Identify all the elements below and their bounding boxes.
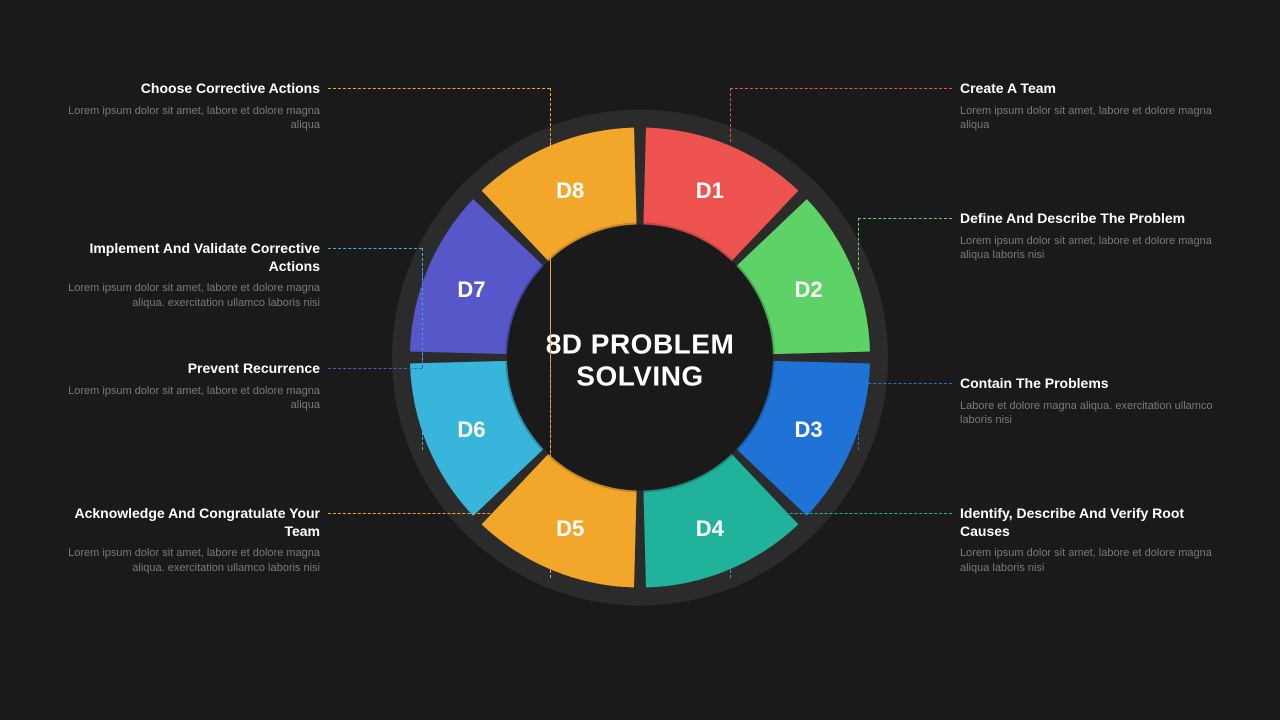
leader-line	[550, 142, 551, 513]
callout-title: Identify, Describe And Verify Root Cause…	[960, 505, 1220, 540]
callout-title: Prevent Recurrence	[60, 360, 320, 378]
leader-line	[730, 88, 731, 142]
leader-line	[858, 383, 859, 450]
segment-label-d1: D1	[696, 178, 724, 204]
leader-line	[328, 88, 550, 89]
callout-body: Labore et dolore magna aliqua. exercitat…	[960, 399, 1220, 429]
callout-body: Lorem ipsum dolor sit amet, labore et do…	[60, 281, 320, 311]
segment-label-d2: D2	[795, 277, 823, 303]
callout-d2: Define And Describe The Problem Lorem ips…	[960, 210, 1220, 263]
segment-label-d3: D3	[795, 417, 823, 443]
callout-d4: Identify, Describe And Verify Root Cause…	[960, 505, 1220, 576]
callout-body: Lorem ipsum dolor sit amet, labore et do…	[960, 104, 1220, 134]
center-title: 8D PROBLEM SOLVING	[546, 328, 735, 392]
callout-title: Define And Describe The Problem	[960, 210, 1220, 228]
callout-d3: Contain The Problems Labore et dolore mag…	[960, 375, 1220, 428]
callout-title: Choose Corrective Actions	[60, 80, 320, 98]
callout-title: Implement And Validate Corrective Action…	[60, 240, 320, 275]
leader-line	[730, 88, 952, 89]
leader-line	[422, 270, 423, 368]
callout-title: Create A Team	[960, 80, 1220, 98]
leader-line	[730, 513, 731, 578]
callout-body: Lorem ipsum dolor sit amet, labore et do…	[960, 546, 1220, 576]
leader-line	[858, 218, 859, 270]
callout-d5: Choose Corrective Actions Lorem ipsum dol…	[60, 80, 320, 133]
leader-line	[858, 383, 952, 384]
callout-d6: Implement And Validate Corrective Action…	[60, 240, 320, 311]
leader-line	[328, 513, 550, 514]
callout-d8: Acknowledge And Congratulate Your Team Lo…	[60, 505, 320, 576]
leader-line	[730, 513, 952, 514]
callout-body: Lorem ipsum dolor sit amet, labore et do…	[60, 104, 320, 134]
callout-d1: Create A Team Lorem ipsum dolor sit amet,…	[960, 80, 1220, 133]
leader-line	[328, 248, 422, 249]
leader-line	[858, 218, 952, 219]
leader-line	[328, 368, 422, 369]
segment-label-d5: D5	[556, 516, 584, 542]
segment-label-d6: D6	[457, 417, 485, 443]
callout-title: Acknowledge And Congratulate Your Team	[60, 505, 320, 540]
center-title-line1: 8D PROBLEM	[546, 328, 735, 360]
callout-body: Lorem ipsum dolor sit amet, labore et do…	[60, 546, 320, 576]
callout-d7: Prevent Recurrence Lorem ipsum dolor sit …	[60, 360, 320, 413]
segment-label-d8: D8	[556, 178, 584, 204]
callout-title: Contain The Problems	[960, 375, 1220, 393]
segment-label-d7: D7	[457, 277, 485, 303]
center-title-line2: SOLVING	[546, 360, 735, 392]
donut-chart: 8D PROBLEM SOLVING	[380, 98, 900, 623]
segment-label-d4: D4	[696, 516, 724, 542]
callout-body: Lorem ipsum dolor sit amet, labore et do…	[60, 384, 320, 414]
callout-body: Lorem ipsum dolor sit amet, labore et do…	[960, 234, 1220, 264]
